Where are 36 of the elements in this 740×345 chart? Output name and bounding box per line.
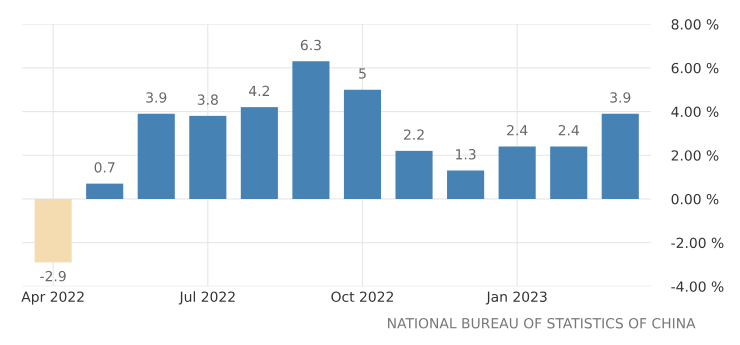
text: NATIONAL BUREAU OF STATISTICS OF CHINA: [388, 318, 696, 329]
data-label: 5: [359, 68, 366, 79]
data-label: 4.2: [249, 86, 270, 96]
data-label: 2.2: [404, 129, 424, 140]
data-label: 6.3: [300, 40, 321, 50]
data-label: 2.4: [507, 124, 528, 136]
bar: [34, 198, 72, 262]
bar: [138, 114, 175, 199]
bar: [602, 114, 639, 199]
data-label: 2.4: [558, 124, 579, 136]
bar: [550, 146, 588, 199]
bar: [498, 146, 536, 199]
bar: [395, 150, 433, 199]
y-tick-label: 2.00 %: [672, 150, 718, 161]
data-label: -2.9: [40, 270, 66, 282]
y-tick-label: 4.00 %: [671, 106, 718, 118]
y-tick-label: 8.00 %: [672, 19, 718, 30]
y-tick-label: 0.00 %: [672, 194, 718, 204]
x-tick-label: Jul 2022: [178, 291, 235, 305]
bar: [344, 90, 382, 199]
bar: [189, 116, 226, 199]
x-tick-label: Oct 2022: [331, 291, 393, 302]
y-tick-label: -4.00 %: [671, 281, 724, 292]
data-label: 3.8: [198, 94, 218, 105]
bar: [447, 170, 484, 199]
data-label: 0.7: [94, 162, 115, 173]
x-tick-label: Jan 2023: [486, 291, 547, 305]
data-label: 3.9: [610, 92, 630, 103]
bar: [86, 184, 124, 199]
y-tick-label: -2.00 %: [671, 238, 724, 248]
bar: [240, 107, 278, 199]
data-label: 1.3: [456, 149, 476, 160]
x-tick-label: Apr 2022: [21, 291, 84, 305]
y-tick-label: 6.00 %: [672, 62, 718, 74]
data-label: 3.9: [146, 92, 166, 103]
bar: [292, 61, 330, 199]
